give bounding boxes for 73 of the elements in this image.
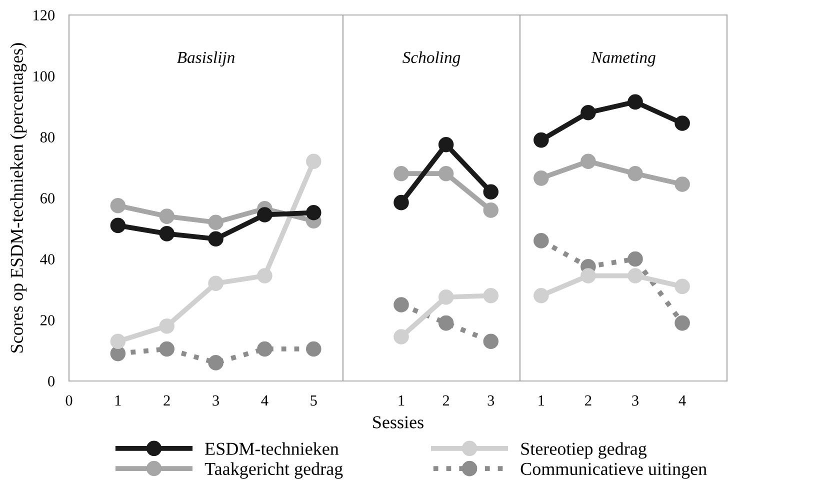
text: Nameting [590, 52, 656, 66]
point [159, 208, 174, 224]
x-tick-label: 1 [398, 395, 404, 406]
point [674, 116, 690, 131]
point [394, 297, 409, 312]
x-tick-label: 5 [310, 395, 317, 406]
point [208, 214, 224, 230]
point [483, 184, 499, 200]
x-tick-label: 4 [678, 395, 686, 406]
point [534, 132, 549, 148]
point [208, 276, 224, 292]
legend-label: ESDM-technieken [205, 442, 339, 455]
point [257, 341, 272, 357]
point [628, 251, 643, 267]
legend-label: Communicatieve uitingen [520, 462, 707, 479]
point [628, 94, 643, 110]
point [674, 315, 690, 331]
y-tick-label: 60 [40, 193, 55, 204]
text: Scholing [402, 51, 460, 66]
x-tick-label: 3 [488, 395, 494, 406]
point [438, 315, 454, 331]
point [438, 136, 454, 152]
point [257, 268, 272, 284]
x-tick-label: 3 [212, 395, 220, 406]
y-tick-label: 20 [40, 315, 55, 326]
point [483, 202, 499, 218]
point [534, 288, 549, 304]
point [110, 334, 126, 349]
point [483, 288, 499, 304]
x-tick-label: 1 [115, 395, 121, 406]
point [534, 170, 549, 186]
point [628, 166, 643, 182]
point [438, 166, 454, 182]
y-tick-label: 80 [40, 132, 55, 142]
point [628, 268, 643, 284]
point [306, 341, 322, 357]
point [394, 329, 409, 344]
x-tick-label: 2 [164, 395, 170, 406]
y-tick-label: 100 [34, 71, 55, 82]
point [580, 154, 596, 170]
legend-label: Stereotiep gedrag [521, 442, 647, 459]
point [580, 104, 596, 120]
point [394, 194, 409, 210]
y-axis-title: Scores op ESDM-technieken (percentages) [10, 43, 27, 352]
x-tick-label: 4 [261, 395, 268, 406]
x-axis-title: Sessies [373, 416, 424, 428]
x-tick-label: 2 [585, 395, 592, 406]
point [483, 334, 499, 349]
y-tick-label: 40 [40, 254, 55, 264]
point [110, 218, 126, 234]
y-tick-label: 0 [48, 376, 55, 386]
point [159, 318, 174, 334]
point [159, 226, 174, 242]
x-tick-label: 0 [66, 395, 72, 406]
point [534, 233, 549, 248]
point [208, 231, 224, 247]
y-tick-label: 120 [34, 10, 55, 20]
point [580, 268, 596, 284]
legend-label: Taakgericht gedrag [204, 462, 343, 479]
point [110, 198, 126, 214]
point [438, 289, 454, 305]
point [208, 355, 224, 370]
x-tick-label: 2 [442, 395, 450, 406]
x-tick-label: 3 [632, 395, 638, 406]
point [159, 341, 174, 357]
text: Basislijn [176, 51, 234, 66]
point [674, 176, 690, 192]
point [306, 154, 322, 170]
x-tick-label: 1 [538, 395, 544, 406]
point [257, 207, 272, 222]
point [306, 205, 322, 220]
point [674, 278, 690, 294]
point [394, 166, 409, 182]
